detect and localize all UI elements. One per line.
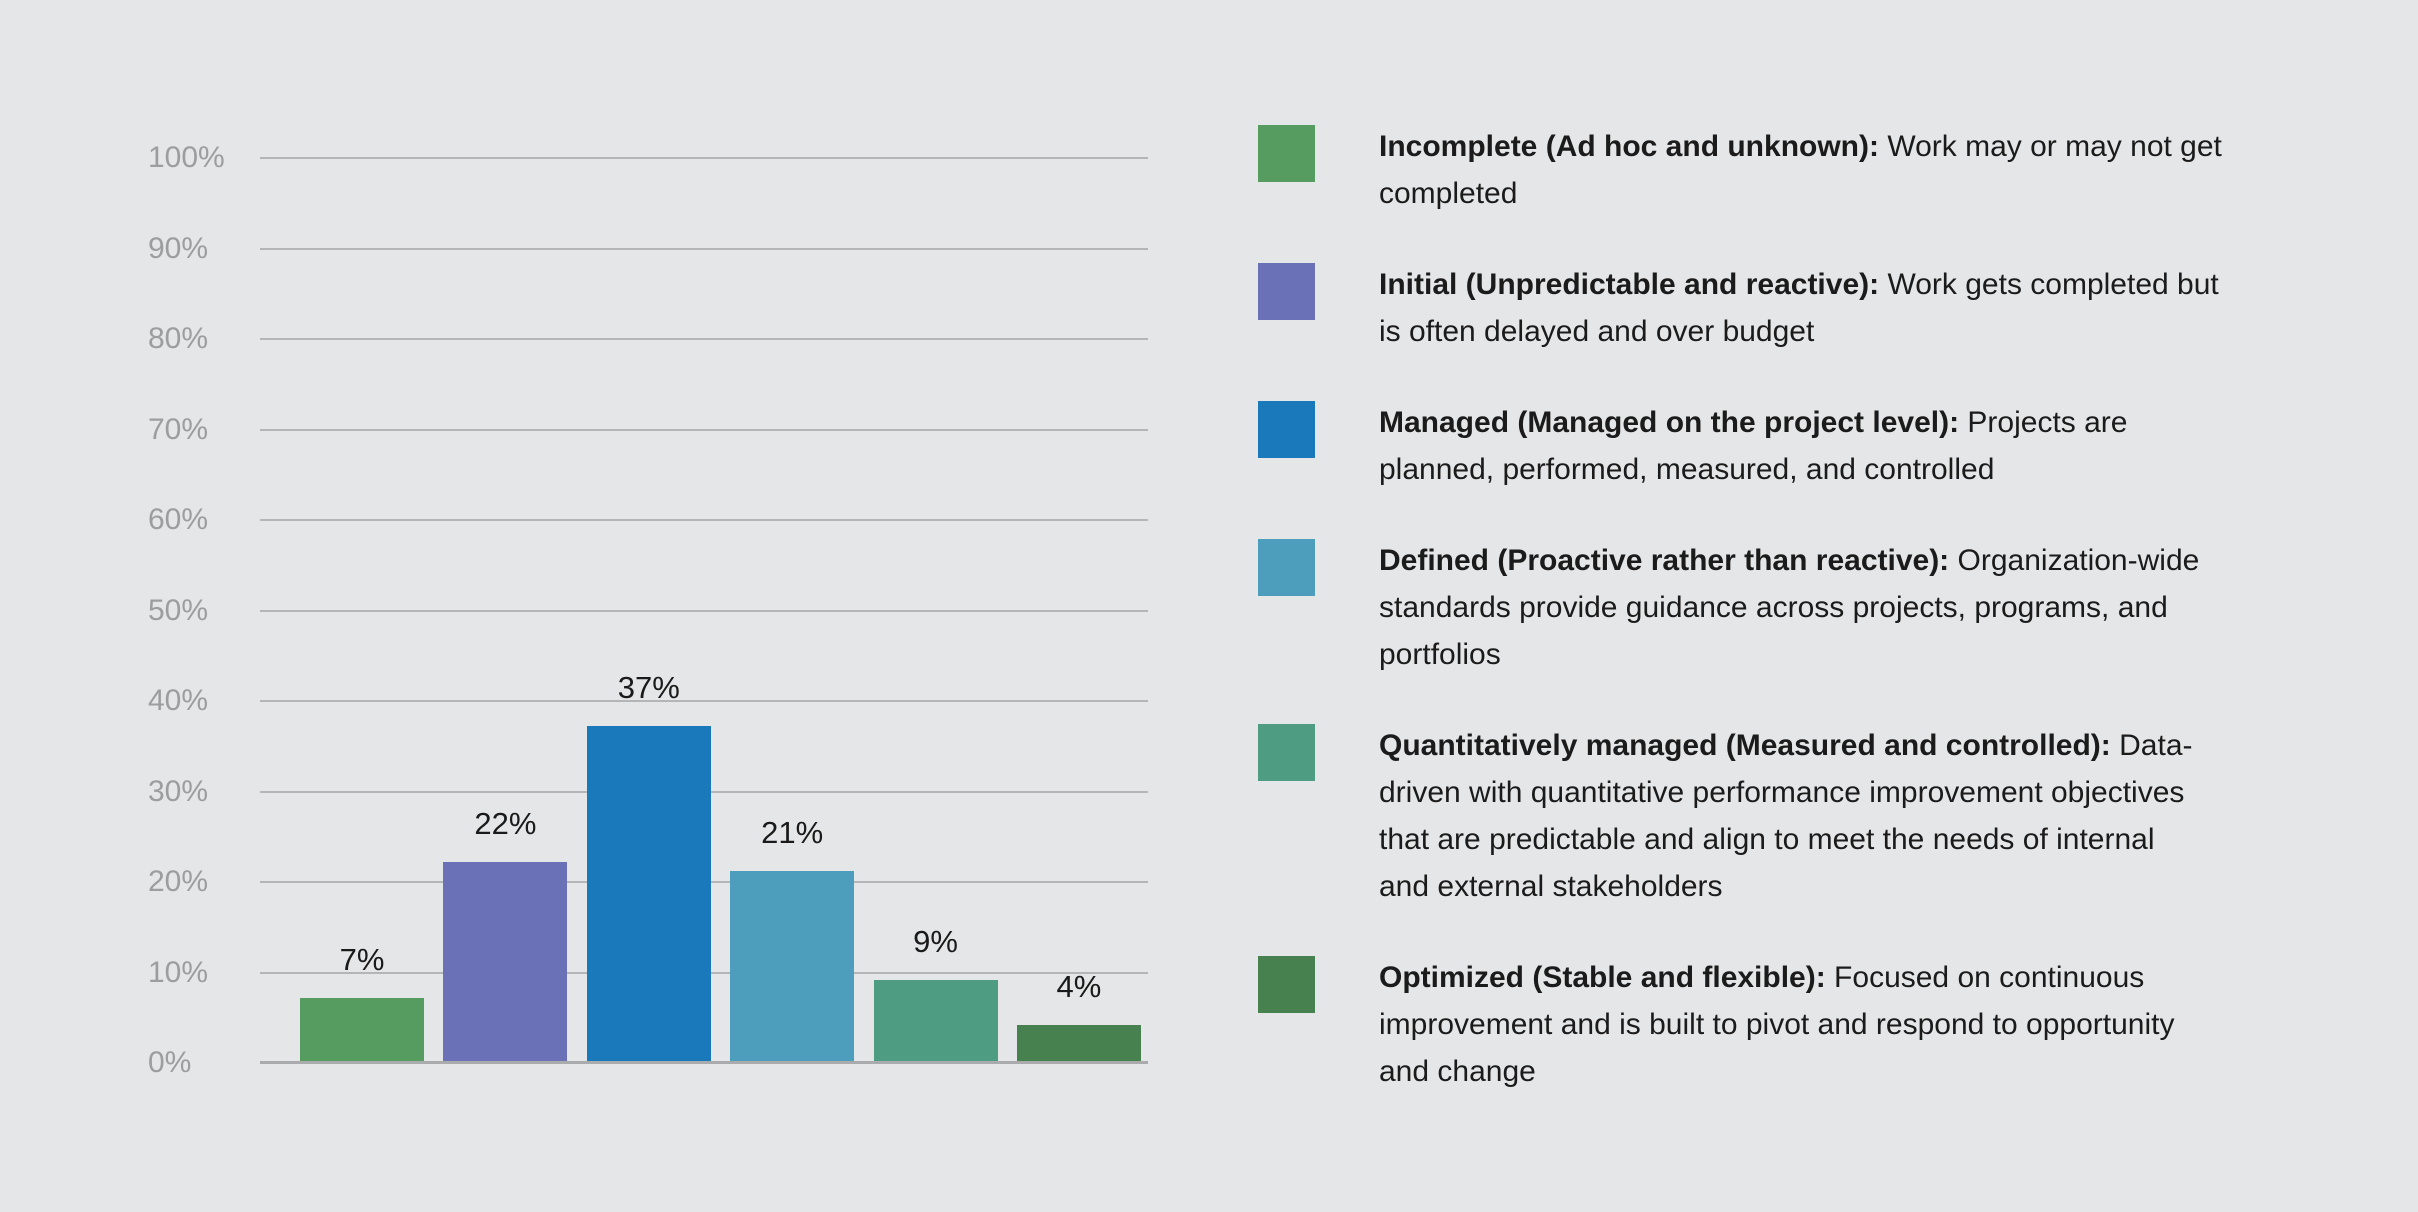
legend-swatch-initial: [1258, 263, 1315, 320]
bar-column-quantitatively-managed: 9%: [873, 158, 998, 1061]
y-axis-labels: 0% 10% 20% 30% 40% 50% 60% 70% 80% 90% 100%: [148, 141, 268, 1079]
legend-item-optimized: Optimized (Stable and flexible): Focused…: [1258, 954, 2319, 1095]
gridline: [260, 519, 1148, 521]
bar: [1016, 1024, 1141, 1061]
legend-entry-title: Optimized (Stable and flexible):: [1379, 961, 1826, 994]
legend-entry-text: Optimized (Stable and flexible): Focused…: [1379, 954, 2319, 1095]
legend-swatch-managed: [1258, 401, 1315, 458]
y-axis-tick-label: 80%: [148, 322, 209, 355]
bars-container: 7% 22% 37% 21% 9% 4%: [300, 158, 1141, 1061]
legend-item-initial: Initial (Unpredictable and reactive): Wo…: [1258, 261, 2319, 355]
legend-entry-description: Data- driven with quantitative performan…: [1379, 729, 2193, 903]
bar: [873, 979, 998, 1061]
bar-value-label: 21%: [761, 814, 824, 850]
plot-area: 7% 22% 37% 21% 9% 4%: [260, 157, 1148, 1064]
gridline: [260, 157, 1148, 159]
bar: [586, 726, 711, 1061]
legend-entry-title: Managed (Managed on the project level):: [1379, 406, 1960, 439]
bar-value-label: 7%: [339, 941, 385, 977]
legend-entry-text: Quantitatively managed (Measured and con…: [1379, 722, 2319, 910]
bar: [443, 861, 568, 1061]
legend-entry-description: Focused on continuous improvement and is…: [1379, 961, 2175, 1088]
gridline: [260, 428, 1148, 431]
bar: [730, 870, 855, 1061]
y-axis-tick-label: 10%: [148, 955, 209, 989]
legend-entry-text: Initial (Unpredictable and reactive): Wo…: [1379, 261, 2319, 355]
gridline: [260, 247, 1148, 250]
legend-entry-description: Organization-wide standards provide guid…: [1379, 544, 2200, 671]
legend-entry-text: Defined (Proactive rather than reactive)…: [1379, 537, 2319, 678]
bar-value-label: 4%: [1056, 968, 1102, 1004]
legend-item-managed: Managed (Managed on the project level): …: [1258, 399, 2319, 493]
legend-entry-title: Initial (Unpredictable and reactive):: [1379, 268, 1880, 301]
bar-column-initial: 22%: [443, 158, 568, 1061]
legend-entry-description: Projects are planned, performed, measure…: [1379, 406, 2128, 486]
y-axis-tick-label: 30%: [148, 774, 209, 808]
chart-legend: Incomplete (Ad hoc and unknown): Work ma…: [1258, 123, 2319, 1095]
bar-column-optimized: 4%: [1016, 158, 1141, 1061]
legend-entry-title: Incomplete (Ad hoc and unknown):: [1379, 130, 1879, 163]
y-axis-tick-label: 70%: [148, 412, 209, 446]
bar-value-label: 9%: [913, 923, 958, 959]
gridline: [260, 609, 1148, 612]
bar-column-defined: 21%: [730, 158, 855, 1061]
legend-swatch-optimized: [1258, 956, 1315, 1013]
y-axis-tick-label: 50%: [148, 593, 209, 627]
legend-item-defined: Defined (Proactive rather than reactive)…: [1258, 537, 2319, 678]
y-axis-tick-label: 90%: [148, 231, 209, 265]
legend-entry-description: Work gets completed but is often delayed…: [1379, 268, 2219, 348]
legend-swatch-incomplete: [1258, 125, 1315, 182]
bar-value-label: 22%: [474, 805, 537, 841]
y-axis-tick-label: 40%: [148, 684, 209, 717]
bar-column-incomplete: 7%: [300, 158, 424, 1061]
y-axis-tick-label: 100%: [148, 141, 225, 174]
y-axis-tick-label: 60%: [148, 503, 209, 536]
gridline: [260, 338, 1148, 340]
legend-swatch-quantitatively-managed: [1258, 724, 1315, 781]
legend-entry-title: Defined (Proactive rather than reactive)…: [1379, 544, 1950, 577]
y-axis-tick-label: 20%: [148, 865, 209, 898]
legend-swatch-defined: [1258, 539, 1315, 596]
legend-item-quantitatively-managed: Quantitatively managed (Measured and con…: [1258, 722, 2319, 910]
legend-entry-text: Incomplete (Ad hoc and unknown): Work ma…: [1379, 123, 2319, 217]
legend-entry-description: Work may or may not get completed: [1379, 130, 2222, 210]
bar-value-label: 37%: [617, 670, 680, 706]
legend-entry-title: Quantitatively managed (Measured and con…: [1379, 729, 2111, 762]
x-axis-baseline: [260, 1061, 1148, 1064]
bar-column-managed: 37%: [586, 158, 711, 1061]
legend-entry-text: Managed (Managed on the project level): …: [1379, 399, 2319, 493]
gridline: [260, 700, 1148, 702]
bar: [300, 997, 424, 1061]
legend-item-incomplete: Incomplete (Ad hoc and unknown): Work ma…: [1258, 123, 2319, 217]
y-axis-tick-label: 0%: [148, 1046, 192, 1079]
